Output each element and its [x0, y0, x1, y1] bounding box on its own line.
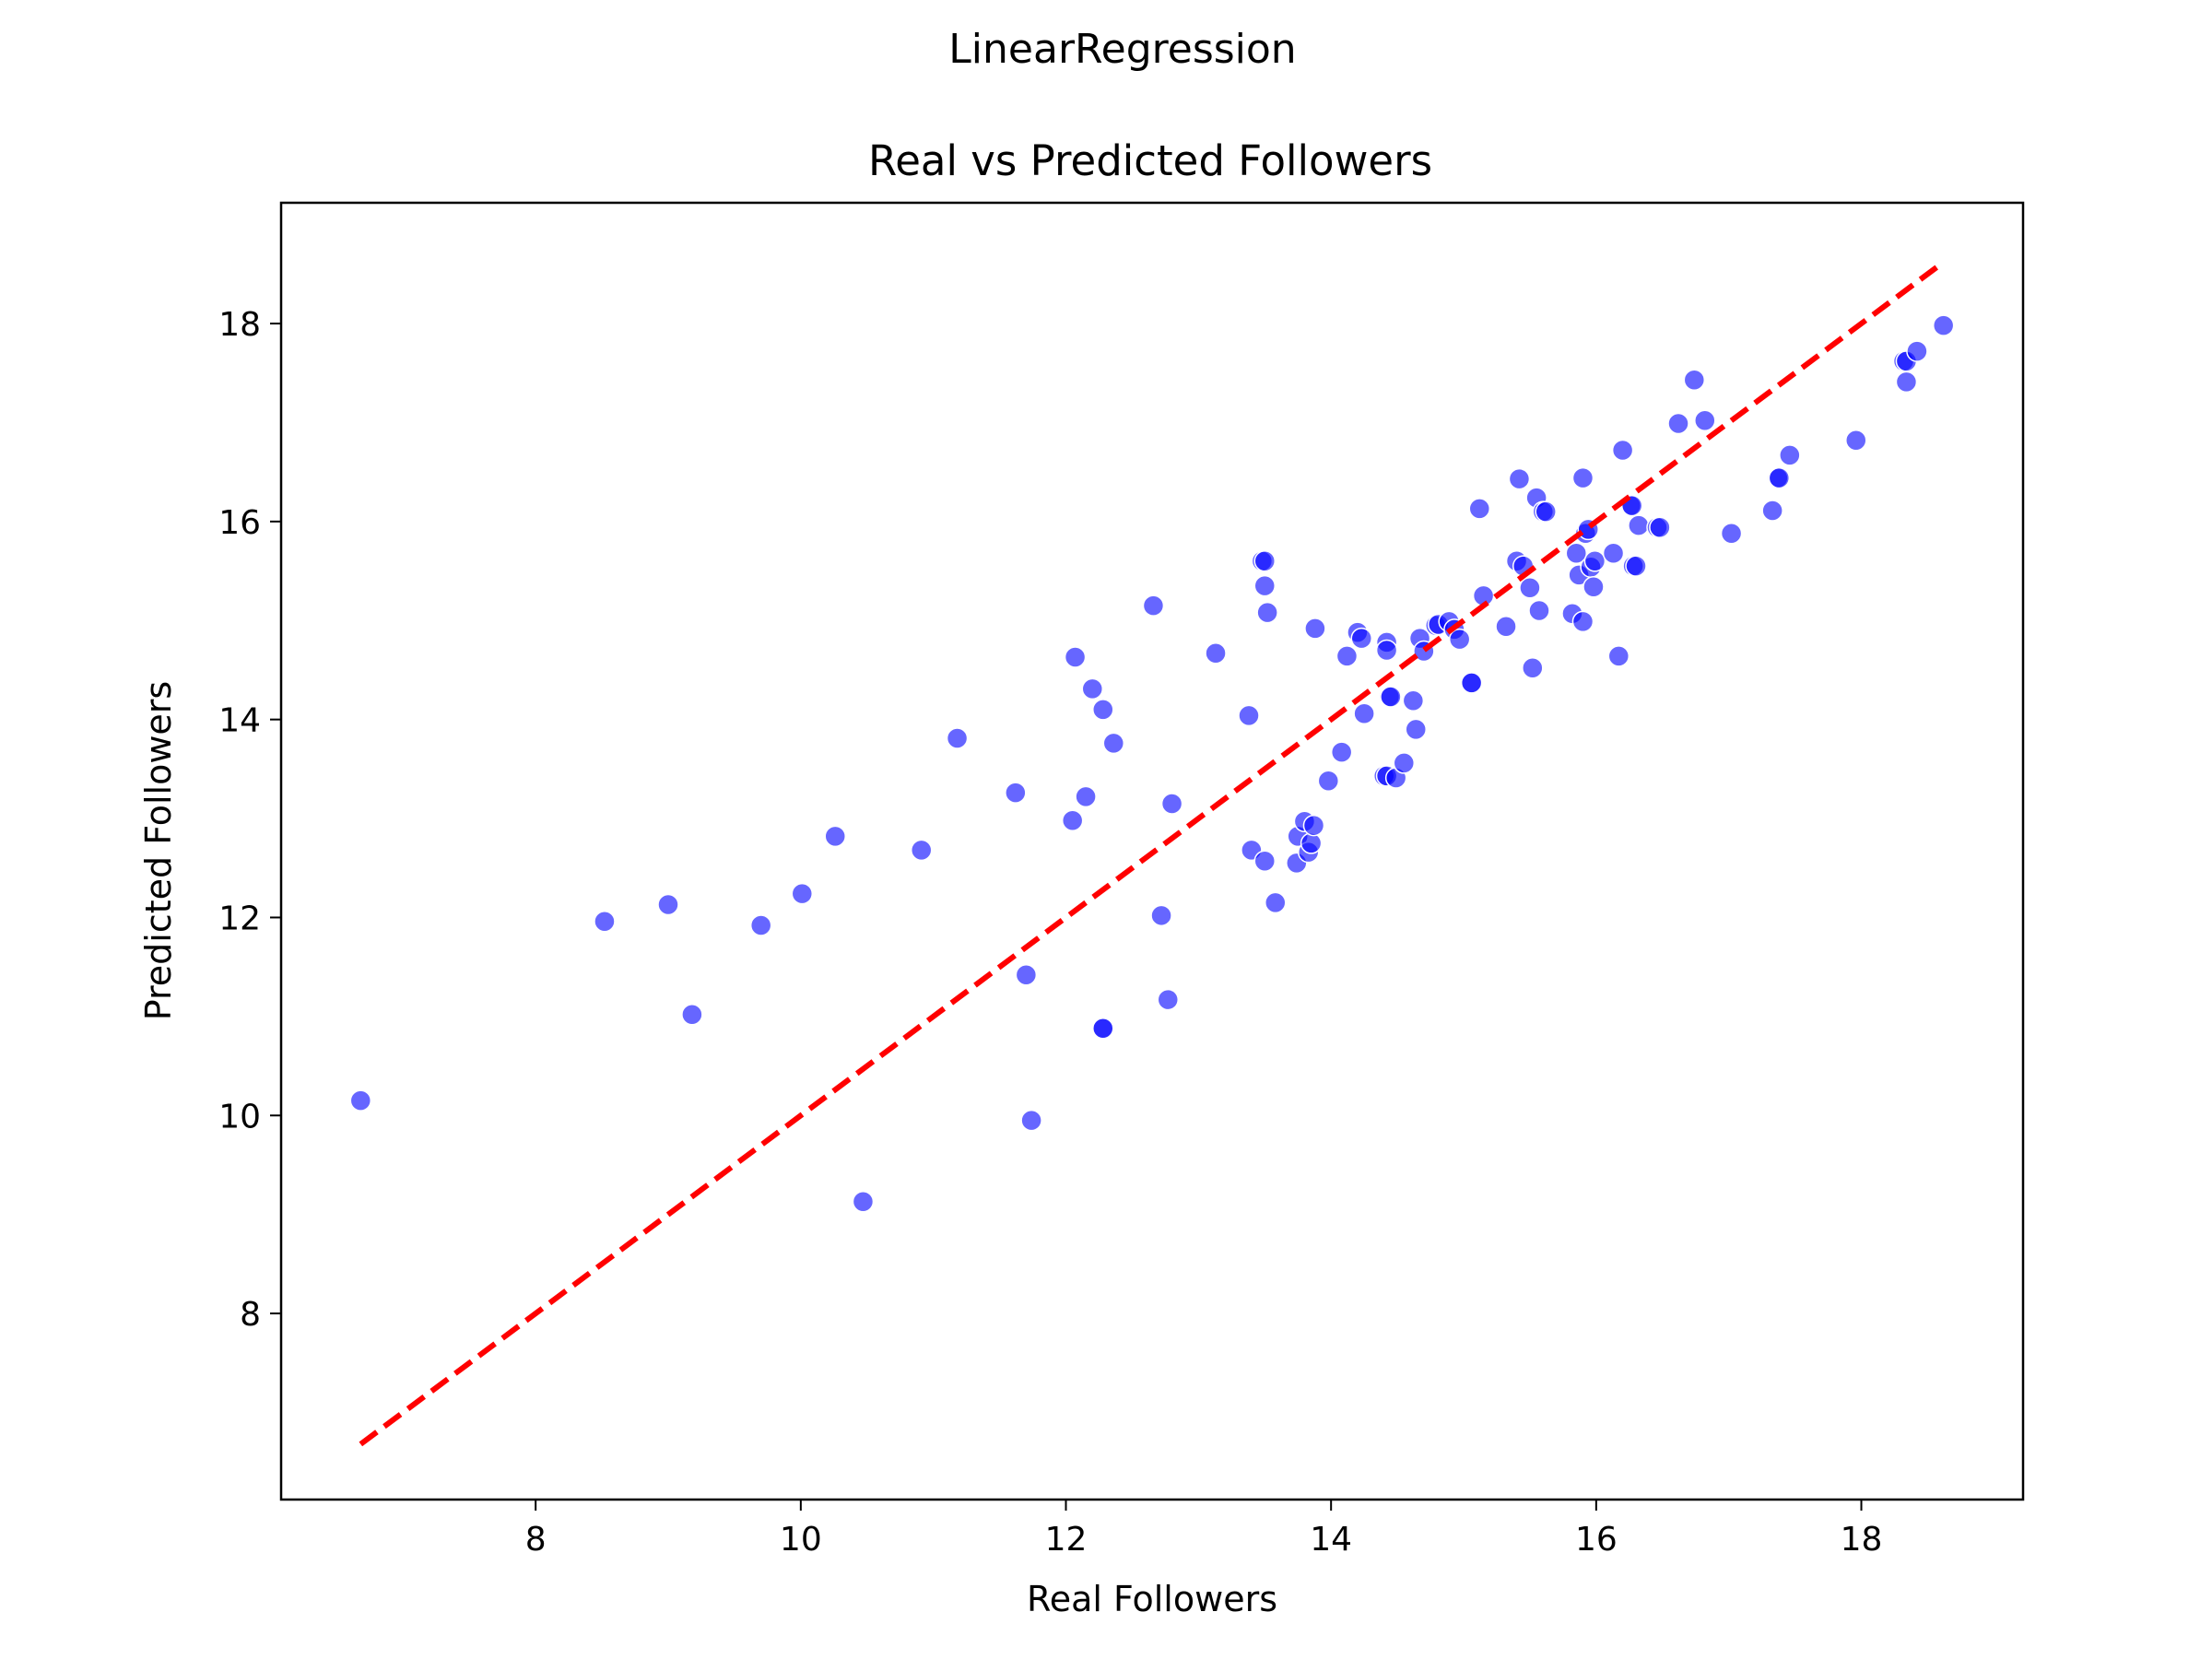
data-point — [1015, 964, 1038, 986]
data-point — [1628, 514, 1650, 536]
data-point — [1150, 904, 1172, 927]
data-point — [1932, 314, 1955, 336]
data-point — [1468, 498, 1491, 520]
data-point — [1253, 550, 1277, 572]
data-point — [1330, 741, 1353, 763]
y-tick-label: 8 — [240, 1296, 261, 1334]
data-point — [1519, 577, 1541, 599]
data-point — [1304, 618, 1326, 640]
data-point — [1779, 444, 1801, 466]
data-point — [1253, 574, 1277, 597]
data-point — [1571, 610, 1594, 633]
data-point — [1353, 702, 1375, 724]
data-point — [1625, 555, 1647, 577]
reference-line — [359, 260, 1946, 1447]
data-point — [1253, 850, 1277, 872]
data-point — [1157, 988, 1180, 1011]
data-point — [1064, 646, 1087, 668]
data-point — [1522, 657, 1544, 679]
data-point — [657, 893, 679, 916]
x-axis-label: Real Followers — [1027, 1579, 1277, 1619]
data-point — [1649, 516, 1671, 539]
chart-title: Real vs Predicted Followers — [868, 136, 1432, 185]
data-point — [1092, 699, 1114, 721]
data-point — [1602, 542, 1625, 564]
data-point — [1102, 732, 1125, 755]
data-point — [749, 914, 772, 936]
data-point — [1768, 466, 1791, 489]
data-point — [946, 727, 969, 749]
data-point — [1683, 369, 1706, 392]
data-point — [1142, 594, 1165, 617]
data-point — [1845, 429, 1867, 452]
data-point — [1583, 550, 1606, 572]
data-point — [1300, 832, 1323, 854]
data-point — [1720, 522, 1743, 545]
figure-suptitle: LinearRegression — [948, 26, 1296, 73]
data-point — [681, 1003, 703, 1026]
data-point — [1005, 782, 1027, 804]
y-axis-label: Predicted Followers — [138, 681, 179, 1020]
data-point — [1393, 752, 1416, 774]
y-tick-label: 16 — [218, 504, 261, 542]
data-point — [1460, 672, 1483, 694]
x-tick-label: 10 — [780, 1521, 822, 1559]
data-point — [1238, 704, 1260, 727]
data-point — [1528, 599, 1550, 622]
data-point — [1607, 645, 1630, 667]
data-point — [1906, 340, 1928, 362]
data-point — [1061, 809, 1084, 831]
data-point — [1761, 500, 1783, 522]
data-point — [1495, 615, 1517, 638]
data-point — [1402, 689, 1425, 712]
data-point — [824, 825, 846, 848]
axis-ticks: 8 10 12 14 16 18 8 10 12 14 16 18 — [218, 306, 1882, 1559]
plot-area — [349, 260, 1955, 1447]
x-tick-label: 12 — [1045, 1521, 1088, 1559]
data-point — [1265, 891, 1287, 914]
data-point — [852, 1190, 875, 1213]
data-point — [1694, 409, 1716, 432]
data-point — [1375, 639, 1398, 662]
data-point — [1448, 628, 1471, 651]
data-point — [594, 911, 616, 933]
data-point — [1160, 793, 1183, 815]
data-point — [1020, 1109, 1042, 1132]
x-tick-label: 18 — [1841, 1521, 1883, 1559]
data-point — [1895, 371, 1918, 394]
data-point — [1317, 770, 1340, 792]
data-point — [1302, 814, 1325, 837]
data-point — [791, 882, 814, 905]
data-point — [1565, 542, 1588, 564]
data-point — [1075, 785, 1097, 808]
data-point — [1611, 439, 1634, 462]
data-point — [349, 1089, 372, 1112]
data-point — [1571, 466, 1594, 489]
data-point — [1405, 718, 1427, 741]
x-tick-label: 8 — [525, 1521, 547, 1559]
data-point — [1535, 500, 1557, 523]
x-tick-label: 16 — [1575, 1521, 1618, 1559]
data-point — [1583, 575, 1605, 598]
data-point — [1380, 686, 1402, 708]
y-tick-label: 18 — [218, 306, 261, 344]
axes-frame — [279, 201, 2025, 1501]
data-point — [1092, 1018, 1114, 1040]
data-point — [1667, 412, 1689, 435]
data-point — [1350, 627, 1373, 650]
y-tick-label: 10 — [218, 1098, 261, 1135]
data-point — [1335, 645, 1359, 667]
data-point — [1508, 467, 1531, 490]
data-point — [1256, 601, 1278, 624]
y-tick-label: 14 — [218, 702, 261, 740]
data-point — [1081, 677, 1104, 700]
y-tick-label: 12 — [218, 900, 261, 937]
data-point — [910, 839, 933, 862]
data-point — [1205, 641, 1227, 665]
x-tick-label: 14 — [1310, 1521, 1352, 1559]
